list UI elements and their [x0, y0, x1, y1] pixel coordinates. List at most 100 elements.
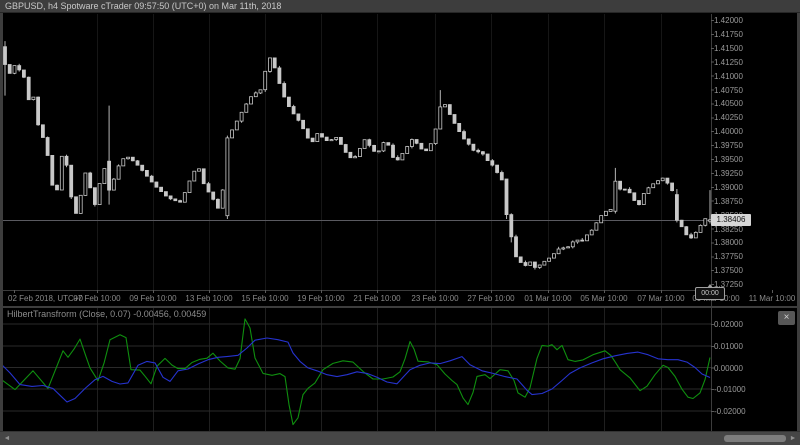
candle-bullish	[443, 104, 447, 108]
candle-bullish	[570, 241, 575, 248]
price-axis-label: 1.40000	[714, 127, 743, 137]
candle-bearish	[310, 137, 315, 143]
candle-bullish	[126, 156, 130, 160]
time-axis-label: 13 Feb 10:00	[185, 294, 233, 303]
candle-bearish	[490, 160, 495, 166]
candle-bearish	[26, 76, 31, 101]
window-frame-left	[0, 13, 3, 431]
candle-bullish	[239, 111, 244, 122]
price-axis-label: 1.39750	[714, 141, 743, 151]
indicator-green-line	[0, 318, 711, 426]
candle-bullish	[547, 257, 551, 262]
scrollbar-right-arrow-icon[interactable]: ►	[789, 435, 797, 442]
candle-bearish	[272, 57, 277, 69]
price-axis-label: 1.41250	[714, 57, 743, 67]
price-axis-label: 1.38750	[714, 196, 743, 206]
candle-bullish	[111, 178, 116, 191]
candle-bearish	[168, 195, 173, 200]
candle-bearish	[476, 149, 481, 153]
candle-bearish	[64, 155, 69, 166]
candle-bullish	[182, 192, 187, 203]
candle-bullish	[362, 139, 367, 149]
candle-bearish	[88, 172, 93, 189]
price-axis-label: 1.41750	[714, 29, 743, 39]
candle-bullish	[268, 57, 272, 72]
time-axis-label: 23 Feb 10:00	[411, 294, 459, 303]
price-axis-label: 1.42000	[714, 16, 743, 25]
scrollbar-left-arrow-icon[interactable]: ◄	[3, 435, 11, 442]
chart-title-bar: GBPUSD, h4 Spotware cTrader 09:57:50 (UT…	[0, 0, 800, 13]
price-axis-label: 1.37750	[714, 252, 743, 262]
candle-bullish	[329, 139, 334, 142]
price-axis-label: 1.40750	[714, 85, 743, 95]
candle-bearish	[93, 187, 97, 205]
candle-bullish	[353, 156, 358, 159]
candle-bearish	[107, 160, 111, 191]
price-axis-label: 1.39000	[714, 182, 743, 192]
candle-bearish	[580, 239, 585, 242]
candle-bearish	[277, 67, 282, 84]
candle-bearish	[419, 142, 424, 150]
horizontal-scrollbar[interactable]: ◄ ►	[0, 431, 800, 445]
candle-bearish	[163, 191, 168, 197]
price-axis[interactable]	[711, 14, 797, 290]
candle-bearish	[74, 196, 78, 214]
candle-bullish	[187, 180, 192, 194]
candle-bearish	[343, 144, 348, 153]
candle-bullish	[376, 150, 381, 153]
candle-bearish	[320, 133, 324, 138]
candle-bearish	[670, 182, 674, 191]
candle-bearish	[509, 214, 514, 238]
candle-bullish	[83, 172, 88, 196]
chart-plot-area[interactable]	[3, 14, 711, 290]
time-axis-label: 15 Feb 10:00	[241, 294, 289, 303]
time-axis-label: 05 Mar 10:00	[580, 294, 628, 303]
candle-bearish	[618, 180, 622, 190]
candle-bullish	[599, 215, 604, 224]
price-axis-label: 1.39500	[714, 155, 743, 164]
candle-bullish	[357, 148, 362, 158]
candle-bullish	[220, 189, 225, 209]
time-axis-label: 19 Feb 10:00	[297, 294, 345, 303]
time-axis-label: 09 Feb 10:00	[129, 294, 177, 303]
panel-divider	[0, 306, 800, 308]
indicator-close-button[interactable]: ×	[778, 311, 795, 325]
candle-bullish	[192, 170, 197, 182]
candle-bullish	[381, 142, 386, 152]
close-icon: ×	[783, 312, 790, 323]
indicator-blue-line	[0, 337, 711, 403]
candle-bullish	[552, 253, 556, 259]
candle-bullish	[31, 96, 36, 100]
candle-bullish	[646, 187, 651, 194]
candle-bullish	[116, 165, 121, 180]
candle-bearish	[457, 123, 462, 133]
candle-bullish	[641, 193, 646, 205]
candle-bearish	[324, 136, 329, 142]
candlestick-series	[3, 41, 712, 270]
candle-bullish	[428, 143, 433, 152]
indicator-axis-label: -0.01000	[714, 385, 746, 395]
candle-bullish	[230, 129, 235, 139]
scrollbar-thumb[interactable]	[724, 435, 786, 442]
candle-bullish	[703, 218, 708, 226]
candle-bearish	[149, 175, 154, 183]
candle-bearish	[154, 181, 159, 188]
candle-bearish	[679, 219, 684, 228]
candle-bullish	[651, 183, 656, 189]
price-axis-label: 1.41000	[714, 71, 743, 81]
candle-bearish	[21, 69, 26, 78]
time-tooltip: 00:00	[695, 284, 725, 300]
candle-bullish	[608, 208, 613, 212]
candle-bearish	[144, 169, 149, 177]
candle-bearish	[386, 142, 391, 146]
candle-bearish	[69, 164, 74, 198]
candle-bullish	[97, 183, 102, 206]
candle-bearish	[291, 106, 296, 115]
candle-bearish	[201, 168, 206, 185]
indicator-panel[interactable]	[3, 308, 711, 431]
candle-bearish	[447, 104, 452, 115]
candle-bearish	[499, 172, 504, 181]
candle-bearish	[372, 144, 377, 152]
time-axis-label: 11 Mar 10:00	[748, 294, 796, 303]
candle-bearish	[637, 200, 641, 205]
